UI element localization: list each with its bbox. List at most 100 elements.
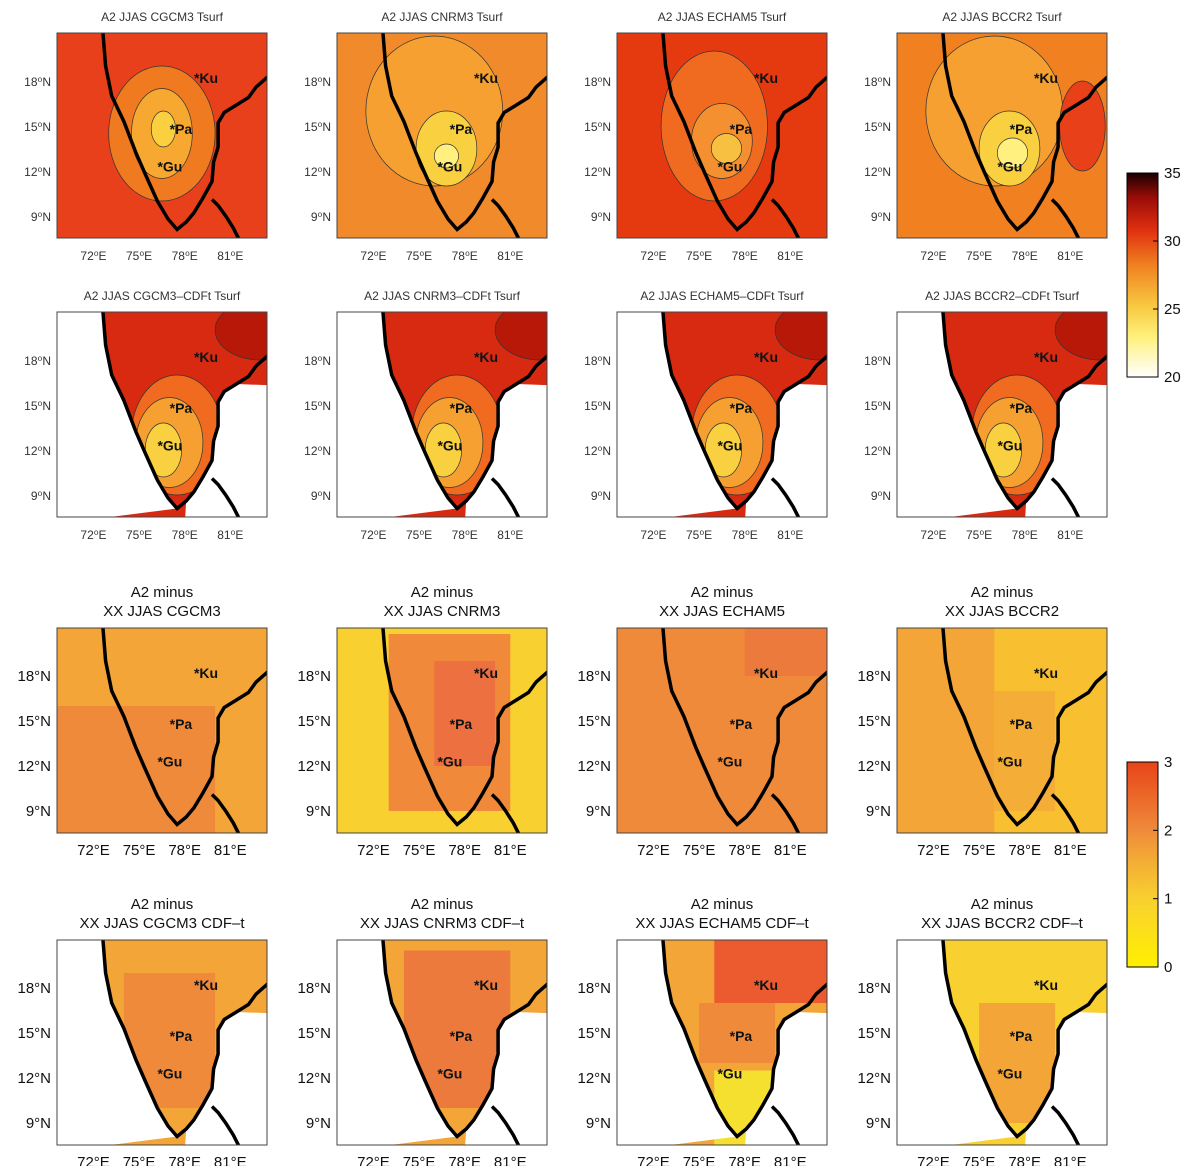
panel-title: A2 minus	[411, 584, 474, 601]
lat-tick-label: 18°N	[297, 668, 331, 685]
colorbar-tick-label: 2	[1164, 822, 1172, 839]
map-content	[57, 312, 267, 517]
map-panel: *Ku *Pa *Gu A2 minus XX JJAS CGCM3 18°N 15°N 12…	[17, 584, 268, 859]
lon-tick-label: 78°E	[448, 1154, 481, 1166]
coastline	[941, 940, 1107, 1139]
colorbar: 20 25 30 35	[1126, 165, 1181, 386]
station-label: *Gu	[157, 1066, 182, 1082]
lon-tick-label: 75°E	[963, 1154, 996, 1166]
colorbar-tick-label: 1	[1164, 891, 1172, 908]
lat-tick-label: 9⁰N	[31, 489, 51, 503]
station-label: *Pa	[450, 1028, 473, 1044]
lon-tick-label: 81°E	[774, 842, 807, 859]
sea-mask	[617, 940, 738, 1145]
station-label: *Pa	[730, 1028, 753, 1044]
station-label: *Pa	[730, 400, 753, 416]
map-content	[337, 940, 547, 1145]
lat-tick-label: 18°N	[577, 668, 611, 685]
map-panel: *Ku *Pa *Gu A2 JJAS BCCR2–CDFt Tsurf 18⁰N 15⁰…	[864, 289, 1108, 542]
lon-tick-label: 75⁰E	[686, 249, 712, 263]
map-content	[617, 628, 827, 833]
map-frame	[56, 311, 268, 518]
lat-tick-label: 12⁰N	[584, 444, 611, 458]
panel-title: A2 minus	[971, 896, 1034, 913]
station-label: *Gu	[717, 754, 742, 770]
lat-tick-label: 15⁰N	[584, 399, 611, 413]
panel-title: XX JJAS ECHAM5	[659, 603, 785, 620]
colorbar-tick-label: 20	[1164, 369, 1181, 386]
lat-tick-label: 9⁰N	[591, 210, 611, 224]
lon-tick-label: 81°E	[214, 1154, 247, 1166]
sea-mask	[337, 940, 458, 1145]
sea-mask	[617, 312, 738, 517]
panel-title: XX JJAS ECHAM5 CDF–t	[635, 915, 809, 932]
lat-tick-label: 12°N	[577, 1070, 611, 1087]
lon-tick-label: 75°E	[403, 842, 436, 859]
lat-tick-label: 12°N	[17, 1070, 51, 1087]
lon-tick-label: 81⁰E	[777, 528, 803, 542]
sea-mask	[57, 312, 178, 517]
lat-tick-label: 9⁰N	[311, 489, 331, 503]
station-label: *Ku	[194, 70, 218, 86]
colorbar-fill	[1126, 761, 1159, 968]
lat-tick-label: 18⁰N	[864, 354, 891, 368]
panel-title: A2 JJAS BCCR2 Tsurf	[942, 10, 1062, 24]
lat-tick-label: 15⁰N	[24, 399, 51, 413]
lon-tick-label: 72⁰E	[360, 528, 386, 542]
coastline	[1050, 477, 1081, 517]
colorbar-tick-label: 0	[1164, 959, 1172, 976]
lat-tick-label: 15⁰N	[864, 120, 891, 134]
station-label: *Gu	[437, 754, 462, 770]
lat-tick-label: 18⁰N	[304, 75, 331, 89]
map-content	[897, 940, 1107, 1145]
panel-title: A2 JJAS CGCM3 Tsurf	[101, 10, 223, 24]
panel-title: A2 JJAS CNRM3 Tsurf	[381, 10, 503, 24]
station-label: *Gu	[437, 159, 462, 175]
station-label: *Ku	[474, 70, 498, 86]
lat-tick-label: 15⁰N	[24, 120, 51, 134]
station-label: *Ku	[754, 665, 778, 681]
lon-tick-label: 75°E	[123, 1154, 156, 1166]
lon-tick-label: 72°E	[357, 1154, 390, 1166]
station-label: *Gu	[717, 1066, 742, 1082]
lat-tick-label: 9⁰N	[871, 210, 891, 224]
lat-tick-label: 12°N	[577, 758, 611, 775]
coastline	[210, 198, 241, 238]
lon-tick-label: 78°E	[1008, 1154, 1041, 1166]
panel-title: A2 JJAS CGCM3–CDFt Tsurf	[84, 289, 241, 303]
lon-tick-label: 72⁰E	[640, 528, 666, 542]
colorbar-tick-label: 30	[1164, 233, 1181, 250]
coastline	[661, 628, 827, 827]
coastline	[101, 312, 267, 511]
map-frame	[336, 32, 548, 239]
coastline	[490, 198, 521, 238]
lat-tick-label: 12⁰N	[864, 444, 891, 458]
lat-tick-label: 15⁰N	[304, 399, 331, 413]
map-frame	[336, 311, 548, 518]
lat-tick-label: 9°N	[306, 1115, 331, 1132]
lon-tick-label: 78⁰E	[1012, 528, 1038, 542]
lon-tick-label: 78°E	[168, 1154, 201, 1166]
coastline	[101, 940, 267, 1139]
coastline	[210, 793, 241, 833]
coastline	[101, 33, 267, 232]
station-label: *Gu	[437, 438, 462, 454]
map-content	[57, 33, 267, 238]
lon-tick-label: 72⁰E	[640, 249, 666, 263]
lon-tick-label: 78⁰E	[452, 528, 478, 542]
lat-tick-label: 15°N	[577, 1025, 611, 1042]
lon-tick-label: 78⁰E	[452, 249, 478, 263]
lon-tick-label: 81°E	[774, 1154, 807, 1166]
lat-tick-label: 9°N	[26, 803, 51, 820]
field-blob	[494, 312, 547, 361]
map-panel: *Ku *Pa *Gu A2 minus XX JJAS CNRM3 18°N 15°N 12…	[297, 584, 548, 859]
lon-tick-label: 81⁰E	[1057, 528, 1083, 542]
lat-tick-label: 15°N	[577, 713, 611, 730]
lon-tick-label: 72°E	[637, 1154, 670, 1166]
lon-tick-label: 78°E	[1008, 842, 1041, 859]
lon-tick-label: 72°E	[357, 842, 390, 859]
panel-title: A2 minus	[691, 896, 754, 913]
lon-tick-label: 72°E	[917, 1154, 950, 1166]
map-frame	[896, 627, 1108, 834]
coastline	[941, 312, 1107, 511]
